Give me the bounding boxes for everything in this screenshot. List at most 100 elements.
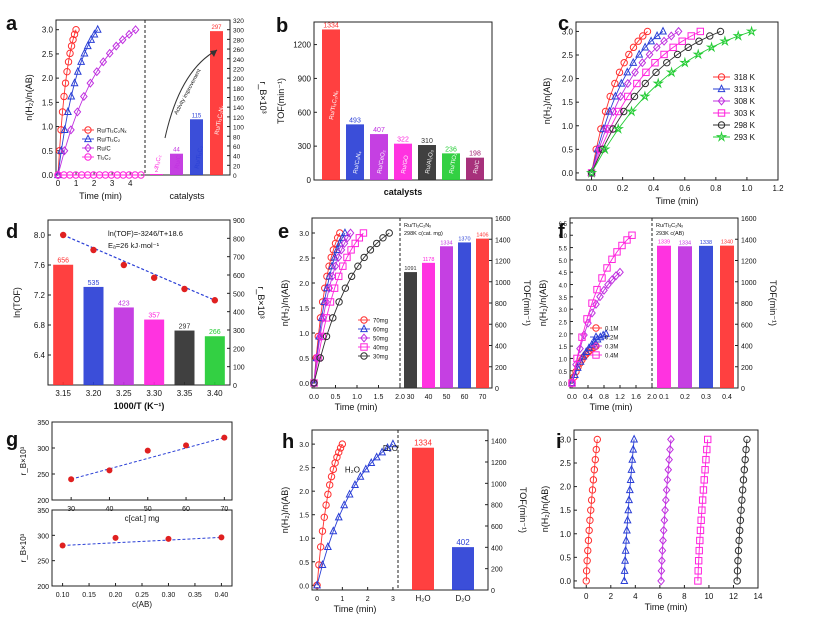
x-tick-label: 1.2 — [615, 394, 625, 401]
bar-category-label: Ru/C₃N₄ — [353, 150, 363, 174]
y2-tick-label: 1000 — [491, 481, 507, 488]
series-4-point — [716, 27, 725, 36]
a-bar — [210, 31, 223, 175]
bar-category-label: 60 — [461, 394, 469, 401]
y-tick-label: 1.0 — [562, 122, 574, 131]
panel-i: i 0 2 4 6 8 10 12 14 0.0 0.5 1.0 1.5 2.0 2.5 3.0 Time (m… — [540, 429, 763, 612]
series-0-point — [601, 107, 610, 116]
rate-point — [112, 534, 119, 541]
e-bar — [404, 272, 417, 388]
series-2-point — [568, 378, 576, 388]
y-tick-label: 6.4 — [34, 351, 46, 360]
series-2-point — [343, 233, 352, 243]
y2-tick-label: 0 — [495, 386, 499, 393]
legend-marker — [592, 324, 600, 332]
y-tick-label: 5.5 — [559, 247, 568, 253]
y-tick-label: 3.0 — [560, 435, 572, 444]
b-bar — [442, 153, 460, 180]
series-1-point — [617, 78, 626, 87]
cycle-4-point — [737, 506, 745, 514]
series-1-point — [653, 31, 662, 40]
series-5-point — [732, 29, 744, 41]
series-3-point — [326, 298, 335, 306]
y2-tick-label: 400 — [741, 344, 753, 351]
y2-tick-label: 1000 — [741, 280, 757, 287]
y-tick-label: 250 — [37, 472, 49, 479]
b-bar-value: 310 — [421, 138, 433, 145]
y-tick-label: 6.8 — [34, 321, 46, 330]
x-tick-label: 0.8 — [599, 394, 609, 401]
x-tick-label: 1 — [340, 596, 344, 603]
y-tick-label: 3.0 — [299, 442, 309, 449]
y-tick-label: 0.0 — [299, 381, 309, 388]
series-2-point — [631, 67, 639, 77]
series-0-point — [597, 125, 605, 133]
series-2-point — [602, 124, 610, 134]
cycle-2-point — [661, 495, 670, 505]
cycle-3-point — [698, 496, 707, 504]
series-0-point — [61, 79, 70, 87]
series-3-point — [660, 50, 668, 59]
y-tick-label: 7.6 — [34, 261, 46, 270]
series-2-point — [623, 78, 632, 89]
series-4-point — [695, 37, 703, 45]
d-bar-value: 656 — [57, 258, 69, 265]
plot-frame — [51, 421, 233, 501]
x-tick-label: 0.4 — [583, 394, 593, 401]
y2-tick-label: 260 — [233, 47, 244, 54]
series-3-point — [623, 236, 631, 244]
series-3-point — [633, 79, 641, 88]
legend-marker — [360, 343, 368, 351]
series-1-line — [316, 443, 394, 586]
y2-tick-label: 200 — [491, 567, 503, 574]
f-bar — [699, 245, 713, 388]
cycle-1-point — [620, 565, 629, 574]
series-3-point — [343, 253, 351, 262]
series-1-point — [53, 170, 63, 179]
legend-marker — [84, 153, 92, 161]
x-tick-label: 2 — [366, 596, 370, 603]
series-2-point — [645, 49, 654, 60]
bar-category-label: 0.1 — [659, 394, 669, 401]
y-tick-label: 2.5 — [559, 320, 568, 326]
x-tick-label: 0.35 — [188, 592, 202, 599]
series-2-line — [571, 271, 621, 384]
d-bar-value: 535 — [88, 280, 100, 287]
series-3-point — [628, 231, 636, 239]
series-1-point — [599, 330, 608, 339]
cycle-4-point — [734, 546, 743, 555]
series-3-point — [347, 246, 355, 254]
y-tick-label: 1.0 — [42, 123, 54, 132]
x-tick-label: 14 — [754, 592, 763, 601]
legend-marker — [715, 130, 728, 142]
series-2-point — [67, 125, 75, 135]
series-1-point — [338, 232, 347, 241]
y-tick-label: 6.0 — [559, 234, 568, 240]
series-1-point — [63, 106, 72, 116]
y-tick-label: 1.5 — [42, 98, 54, 107]
series-0-point — [629, 43, 638, 52]
bar-category-label: Ru/Ti₃C₂ — [195, 145, 205, 170]
y-axis-label: TOF(min⁻¹) — [276, 78, 286, 124]
series-2-point — [340, 238, 349, 248]
x-axis-label: Time (min) — [656, 196, 699, 206]
cycle-1-point — [628, 454, 637, 463]
x-tick-label: 0 — [584, 592, 589, 601]
y2-tick-label: 500 — [233, 291, 245, 298]
series-3-point — [573, 354, 581, 363]
bar-category-label: Ru/TiO₂ — [449, 152, 459, 174]
cycle-1-point — [621, 545, 630, 554]
x-axis-label: catalysts — [384, 187, 423, 197]
e-bar-value: 1091 — [404, 266, 416, 272]
cycle-3-point — [696, 536, 704, 545]
legend-label: 298 K — [734, 121, 756, 130]
cycle-2-point — [659, 535, 667, 546]
bar-header: 298K c(cat. mg) — [404, 231, 443, 237]
series-1-point — [345, 489, 354, 498]
series-2-point — [99, 57, 108, 67]
b-bar-value: 198 — [469, 151, 481, 158]
series-1-point — [340, 228, 349, 237]
y2-tick-label: 0 — [741, 386, 745, 393]
series-0-point — [625, 50, 633, 59]
y-tick-label: 1.5 — [299, 306, 309, 313]
